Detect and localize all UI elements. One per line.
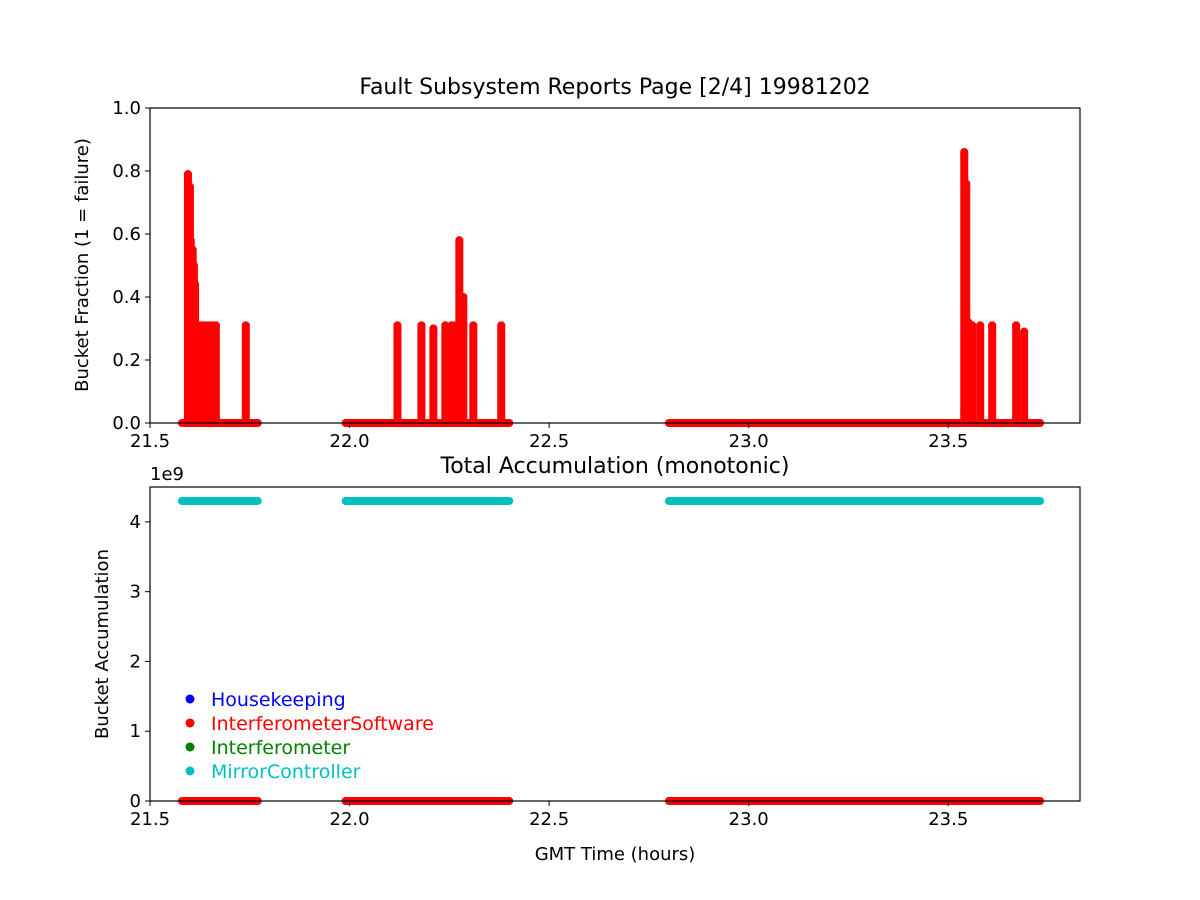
legend-marker-housekeeping bbox=[185, 694, 195, 704]
accumulation-x-tick-label: 23.5 bbox=[928, 809, 968, 830]
accumulation-y-tick-label: 2 bbox=[130, 651, 141, 672]
accumulation-y-tick-label: 1 bbox=[130, 721, 141, 742]
interferometer-software-point bbox=[1020, 327, 1029, 336]
interferometer-software-point bbox=[417, 321, 426, 330]
interferometer-software-point bbox=[188, 245, 197, 254]
fraction-y-tick-label: 0.8 bbox=[112, 161, 141, 182]
interferometer-software-point bbox=[183, 170, 192, 179]
accumulation-chart-title: Total Accumulation (monotonic) bbox=[440, 454, 790, 479]
fraction-y-tick-label: 0.2 bbox=[112, 350, 141, 371]
interferometer-software-point bbox=[976, 321, 985, 330]
fraction-y-tick-label: 1.0 bbox=[112, 98, 141, 119]
accumulation-y-tick-label: 3 bbox=[130, 582, 141, 603]
fraction-plot-marks bbox=[177, 148, 1045, 427]
interferometer-software-point bbox=[211, 321, 220, 330]
accumulation-axes-frame bbox=[149, 486, 1081, 802]
accumulation-axes: 21.5 22.0 22.5 23.0 23.5 0 1 2 3 4 Total Accumul… bbox=[92, 454, 1081, 865]
fraction-x-tick-label: 21.5 bbox=[130, 431, 170, 452]
accumulation-x-tick-label: 22.5 bbox=[529, 809, 569, 830]
fraction-axes: 21.5 22.0 22.5 23.0 23.5 0.00.20.40.60.81.0 … bbox=[72, 75, 1081, 452]
legend-label-interferometer-software: InterferometerSoftware bbox=[211, 713, 434, 735]
accumulation-y-tick-label: 4 bbox=[130, 512, 141, 533]
fraction-axes-frame bbox=[149, 107, 1081, 424]
fraction-y-tick-label: 0.4 bbox=[112, 287, 141, 308]
legend-label-mirror-controller: MirrorController bbox=[211, 761, 361, 783]
accumulation-x-tick-label: 23.0 bbox=[729, 809, 769, 830]
legend: HousekeepingInterferometerSoftwareInterf… bbox=[185, 689, 434, 783]
fraction-y-tick-label: 0.6 bbox=[112, 224, 141, 245]
fraction-x-tick-label: 22.5 bbox=[529, 431, 569, 452]
interferometer-software-point bbox=[185, 182, 194, 191]
interferometer-software-point bbox=[429, 324, 438, 333]
accumulation-x-ticks: 21.5 22.0 22.5 23.0 23.5 bbox=[130, 801, 968, 830]
legend-marker-interferometer bbox=[185, 742, 195, 752]
accumulation-y-axis-label: Bucket Accumulation bbox=[92, 549, 113, 739]
accumulation-y-offset-label: 1e9 bbox=[150, 464, 184, 485]
legend-marker-interferometer-software bbox=[185, 718, 195, 728]
accumulation-y-tick-label: 0 bbox=[130, 791, 141, 812]
fraction-x-tick-label: 23.5 bbox=[928, 431, 968, 452]
interferometer-software-point bbox=[962, 179, 971, 188]
legend-label-interferometer: Interferometer bbox=[211, 737, 350, 759]
accumulation-x-tick-label: 21.5 bbox=[130, 809, 170, 830]
fraction-x-tick-label: 22.0 bbox=[330, 431, 370, 452]
accumulation-x-axis-label: GMT Time (hours) bbox=[535, 844, 696, 865]
fraction-chart-title: Fault Subsystem Reports Page [2/4] 19981… bbox=[359, 75, 870, 100]
accumulation-x-tick-label: 22.0 bbox=[330, 809, 370, 830]
interferometer-software-point bbox=[186, 236, 195, 245]
interferometer-software-point bbox=[191, 280, 200, 289]
interferometer-software-point bbox=[968, 321, 977, 330]
interferometer-software-point bbox=[469, 321, 478, 330]
fraction-y-tick-label: 0.0 bbox=[112, 413, 141, 434]
fraction-y-axis-label: Bucket Fraction (1 = failure) bbox=[72, 138, 93, 392]
interferometer-software-point bbox=[241, 321, 250, 330]
legend-label-housekeeping: Housekeeping bbox=[211, 689, 346, 711]
fraction-y-ticks: 0.0 0.2 0.4 0.6 0.8 1.0 bbox=[112, 98, 150, 434]
interferometer-software-point bbox=[960, 148, 969, 157]
fraction-x-ticks: 21.5 22.0 22.5 23.0 23.5 bbox=[130, 423, 968, 452]
interferometer-software-point bbox=[988, 321, 997, 330]
interferometer-software-point bbox=[189, 261, 198, 270]
interferometer-software-point bbox=[459, 293, 468, 301]
fraction-x-tick-label: 23.0 bbox=[729, 431, 769, 452]
accumulation-y-ticks: 0 1 2 3 4 bbox=[130, 512, 150, 812]
interferometer-software-point bbox=[393, 321, 402, 330]
interferometer-software-point bbox=[497, 321, 506, 330]
interferometer-software-point bbox=[455, 236, 464, 245]
legend-marker-mirror-controller bbox=[185, 766, 195, 776]
interferometer-software-point bbox=[1012, 321, 1021, 330]
